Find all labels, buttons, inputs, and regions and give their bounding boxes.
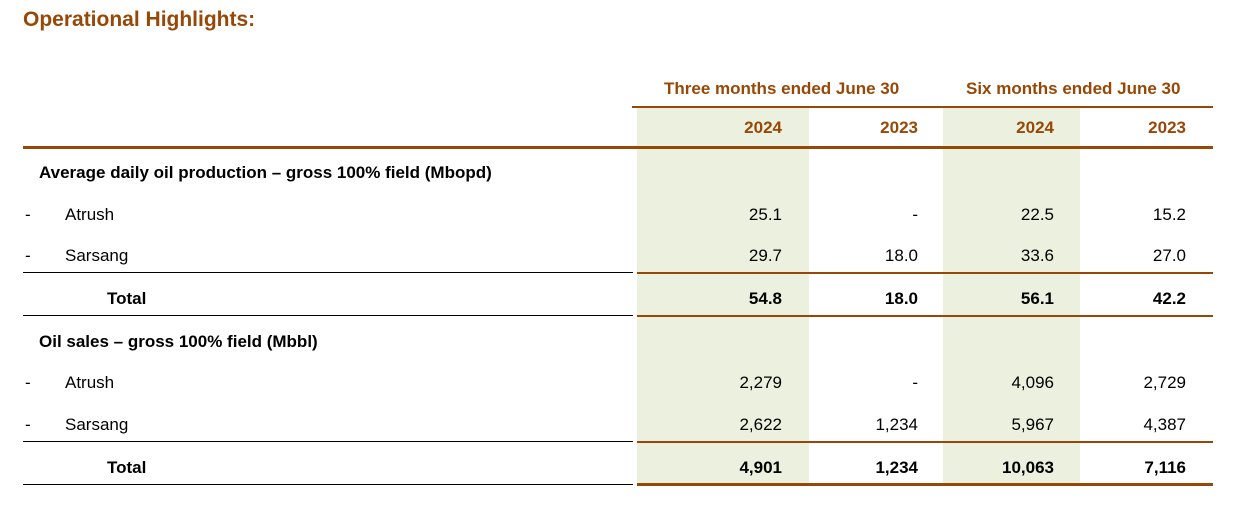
page-title: Operational Highlights:	[23, 8, 256, 31]
row-label: Sarsang	[65, 415, 129, 434]
table-cell: 1,234	[875, 415, 918, 434]
table-cell: -	[912, 373, 918, 392]
final-rule-right	[637, 483, 1213, 486]
total-cell: 10,063	[1002, 458, 1054, 477]
row-label: Atrush	[65, 373, 115, 392]
year-header: 2023	[1148, 118, 1186, 137]
subtotal-rule-right	[637, 272, 1213, 274]
table-cell: 5,967	[1011, 415, 1054, 434]
table-cell: 4,387	[1143, 415, 1186, 434]
total-label: Total	[107, 458, 147, 477]
subtotal-rule-left	[23, 272, 633, 273]
header-bottom-rule	[23, 146, 1213, 149]
subtotal-rule-left	[23, 441, 633, 442]
total-cell: 18.0	[884, 289, 918, 308]
final-rule-left	[23, 484, 633, 485]
total-cell: 56.1	[1020, 289, 1054, 308]
year-header: 2023	[880, 118, 918, 137]
row-marker: -	[25, 373, 31, 392]
table-cell: -	[912, 205, 918, 224]
total-label: Total	[107, 289, 147, 308]
year-header: 2024	[1016, 118, 1054, 137]
table-cell: 4,096	[1011, 373, 1054, 392]
header-group-rule	[632, 106, 1213, 108]
table-cell: 2,622	[739, 415, 782, 434]
total-cell: 1,234	[875, 458, 918, 477]
column-shade-six-months-2024	[943, 108, 1080, 484]
year-header: 2024	[744, 118, 782, 137]
row-label: Atrush	[65, 205, 115, 224]
header-three-months: Three months ended June 30	[664, 79, 900, 98]
table-cell: 22.5	[1020, 205, 1054, 224]
row-marker: -	[25, 415, 31, 434]
table-cell: 29.7	[748, 246, 782, 265]
total-cell: 54.8	[748, 289, 782, 308]
table-cell: 15.2	[1152, 205, 1186, 224]
subtotal-rule-right	[637, 441, 1213, 443]
total-cell: 4,901	[739, 458, 782, 477]
section-heading-sales: Oil sales – gross 100% field (Mbbl)	[39, 332, 318, 351]
section-heading-production: Average daily oil production – gross 100…	[39, 163, 492, 182]
row-label: Sarsang	[65, 246, 129, 265]
header-six-months: Six months ended June 30	[966, 79, 1181, 98]
row-marker: -	[25, 246, 31, 265]
table-cell: 2,279	[739, 373, 782, 392]
total-cell: 42.2	[1152, 289, 1186, 308]
table-cell: 25.1	[748, 205, 782, 224]
table-cell: 33.6	[1020, 246, 1054, 265]
row-marker: -	[25, 205, 31, 224]
table-cell: 27.0	[1152, 246, 1186, 265]
total-cell: 7,116	[1144, 458, 1186, 477]
table-cell: 2,729	[1143, 373, 1186, 392]
total-rule-right	[637, 315, 1213, 317]
table-cell: 18.0	[884, 246, 918, 265]
total-rule-left	[23, 315, 633, 316]
column-shade-three-months-2024	[637, 108, 809, 484]
